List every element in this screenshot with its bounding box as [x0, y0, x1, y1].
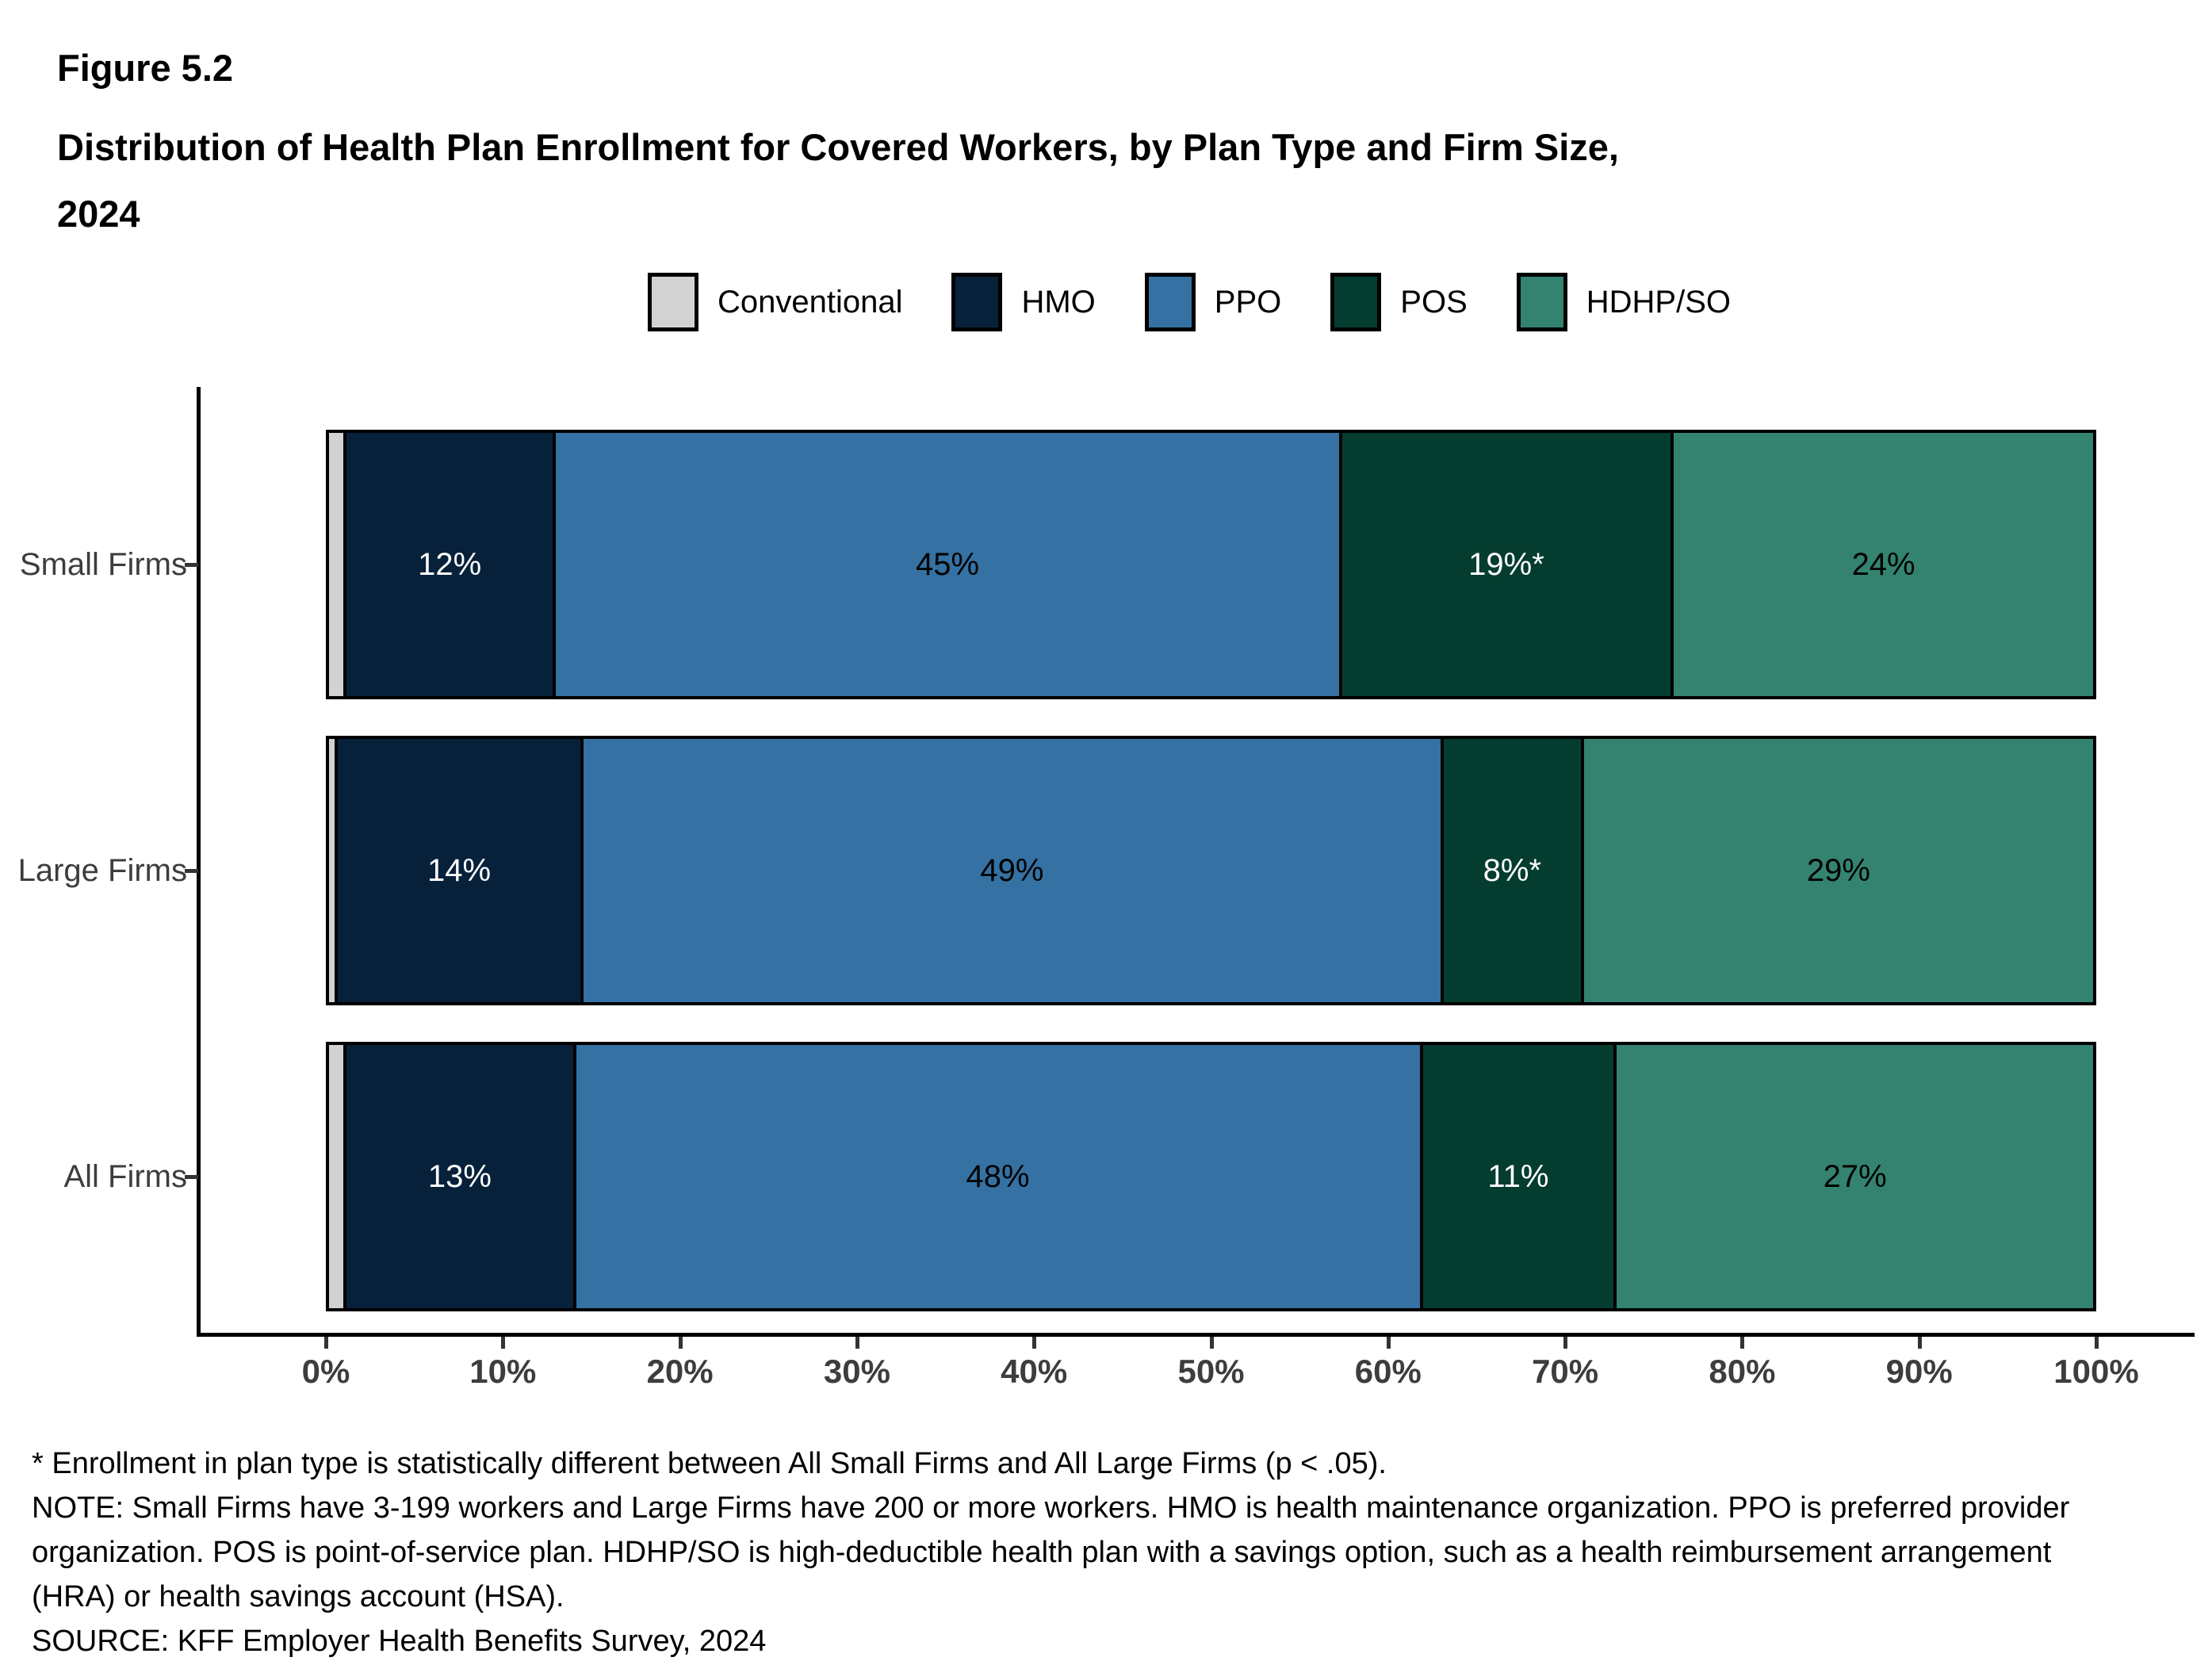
- x-tick-label: 70%: [1532, 1353, 1599, 1390]
- footnotes: * Enrollment in plan type is statistical…: [32, 1441, 2069, 1663]
- bar-segment-label: 8%*: [1483, 852, 1542, 888]
- bar-segment-ppo: 49%: [584, 739, 1444, 1002]
- bar-segment-hdhp-so: 24%: [1674, 433, 2093, 696]
- legend-label: POS: [1400, 284, 1468, 320]
- bar-segment-label: 48%: [966, 1158, 1030, 1194]
- x-axis-tick: [1209, 1337, 1214, 1349]
- bar-segment-label: 45%: [915, 546, 980, 582]
- x-axis-tick: [1032, 1337, 1037, 1349]
- x-axis-tick: [324, 1337, 328, 1349]
- y-axis-tick: [185, 563, 198, 567]
- footnote-line: SOURCE: KFF Employer Health Benefits Sur…: [32, 1625, 767, 1658]
- bar-segment-pos: 11%: [1422, 1045, 1617, 1308]
- x-axis-tick: [678, 1337, 683, 1349]
- x-tick-label: 40%: [1001, 1353, 1068, 1390]
- bar-segment-label: 12%: [418, 546, 482, 582]
- bar-segment-label: 24%: [1851, 546, 1915, 582]
- bar-segment-hdhp-so: 29%: [1583, 739, 2093, 1002]
- bar-segment-ppo: 48%: [576, 1045, 1423, 1308]
- figure-label: Figure 5.2: [57, 47, 234, 89]
- x-tick-label: 30%: [823, 1353, 890, 1390]
- chart-title-line-2: 2024: [57, 193, 140, 235]
- legend-swatch: [647, 273, 698, 331]
- bar-segment-ppo: 45%: [556, 433, 1342, 696]
- legend-item-conventional: Conventional: [647, 273, 903, 331]
- footnote-line: organization. POS is point-of-service pl…: [32, 1536, 2052, 1569]
- bar-segment-hmo: 14%: [338, 739, 584, 1002]
- bar-row-large-firms: 14% 49% 8%* 29%: [326, 736, 2096, 1005]
- legend-label: HMO: [1021, 284, 1096, 320]
- bar-segment-hdhp-so: 27%: [1617, 1045, 2093, 1308]
- bar-segment-conventional: [329, 739, 339, 1002]
- x-tick-label: 20%: [646, 1353, 714, 1390]
- y-axis-label-large-firms: Large Firms: [17, 853, 187, 888]
- x-axis-tick: [2095, 1337, 2099, 1349]
- legend-label: PPO: [1214, 284, 1282, 320]
- x-axis-tick: [1563, 1337, 1568, 1349]
- x-axis-tick: [1917, 1337, 1922, 1349]
- bar-row-all-firms: 13% 48% 11% 27%: [326, 1042, 2096, 1311]
- legend-item-hmo: HMO: [951, 273, 1096, 331]
- x-axis-line: [197, 1333, 2195, 1337]
- x-axis-tick: [855, 1337, 859, 1349]
- y-axis-line: [197, 387, 201, 1337]
- y-axis-tick: [185, 869, 198, 873]
- footnote-line: NOTE: Small Firms have 3-199 workers and…: [32, 1491, 2070, 1525]
- y-axis-tick: [185, 1175, 198, 1179]
- bar-segment-label: 11%: [1487, 1158, 1549, 1194]
- legend-swatch: [1144, 273, 1196, 331]
- y-axis-label-small-firms: Small Firms: [19, 547, 187, 582]
- x-tick-label: 60%: [1354, 1353, 1422, 1390]
- x-axis-tick: [1386, 1337, 1391, 1349]
- bar-segment-conventional: [329, 433, 347, 696]
- bar-segment-hmo: 13%: [346, 1045, 576, 1308]
- bar-segment-conventional: [329, 1045, 347, 1308]
- legend-label: HDHP/SO: [1586, 284, 1732, 320]
- bar-segment-label: 13%: [427, 1158, 492, 1194]
- x-axis-tick: [501, 1337, 506, 1349]
- legend-item-pos: POS: [1330, 273, 1468, 331]
- x-tick-label: 100%: [2053, 1353, 2139, 1390]
- chart-title-line-1: Distribution of Health Plan Enrollment f…: [57, 126, 1619, 168]
- bar-segment-label: 29%: [1806, 852, 1870, 888]
- footnote-line: * Enrollment in plan type is statistical…: [32, 1447, 1387, 1480]
- x-tick-label: 90%: [1885, 1353, 1953, 1390]
- x-tick-label: 10%: [469, 1353, 537, 1390]
- bar-segment-pos: 19%*: [1341, 433, 1674, 696]
- bar-segment-label: 19%*: [1468, 546, 1544, 582]
- legend-swatch: [951, 273, 1003, 331]
- legend-label: Conventional: [717, 284, 903, 320]
- bar-segment-pos: 8%*: [1443, 739, 1584, 1002]
- footnote-line: (HRA) or health savings account (HSA).: [32, 1580, 564, 1613]
- legend-item-hdhp-so: HDHP/SO: [1516, 273, 1732, 331]
- legend-item-ppo: PPO: [1144, 273, 1282, 331]
- bar-segment-label: 14%: [427, 852, 492, 888]
- bar-row-small-firms: 12% 45% 19%* 24%: [326, 430, 2096, 699]
- bar-segment-label: 49%: [980, 852, 1044, 888]
- legend-swatch: [1330, 273, 1382, 331]
- y-axis-label-all-firms: All Firms: [63, 1159, 187, 1194]
- x-tick-label: 80%: [1709, 1353, 1776, 1390]
- legend: Conventional HMO PPO POS HDHP/SO: [198, 266, 2180, 338]
- x-tick-label: 0%: [301, 1353, 350, 1390]
- legend-swatch: [1516, 273, 1567, 331]
- bar-segment-label: 27%: [1823, 1158, 1887, 1194]
- bar-segment-hmo: 12%: [346, 433, 557, 696]
- x-tick-label: 50%: [1177, 1353, 1245, 1390]
- x-axis-tick: [1740, 1337, 1745, 1349]
